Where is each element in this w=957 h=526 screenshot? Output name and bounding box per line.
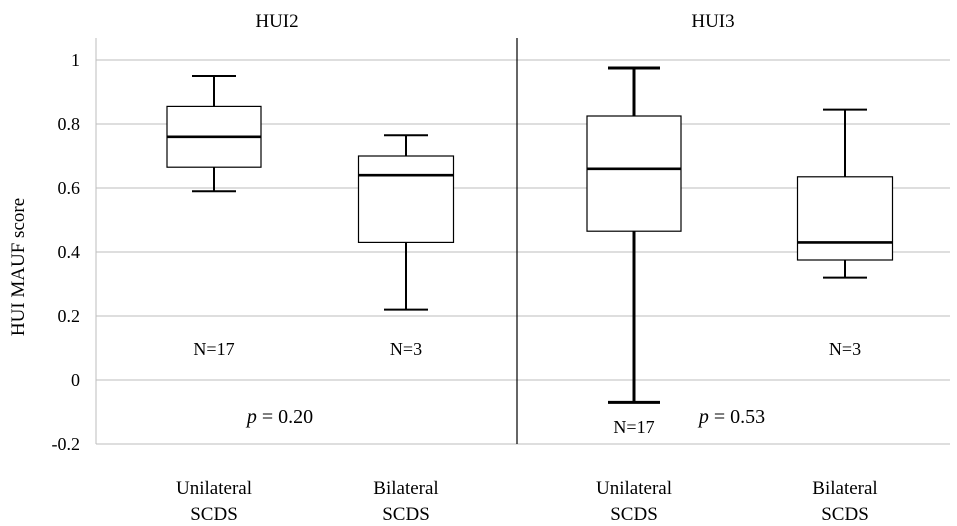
p-value: = 0.53 [709,406,765,428]
category-label: SCDS [190,504,238,525]
n-label: N=3 [390,339,422,359]
p-value-label: p = 0.20 [245,406,313,428]
y-tick-label: 0.8 [58,114,81,134]
iqr-box [357,155,455,244]
y-tick-label: 1 [71,50,80,70]
p-value: = 0.20 [257,406,313,428]
category-label: SCDS [382,504,430,525]
iqr-box [586,115,682,232]
n-label: N=17 [193,339,234,359]
y-tick-label: 0.4 [58,242,81,262]
category-label: SCDS [821,504,869,525]
p-value-label: p = 0.53 [697,406,765,428]
category-label: Unilateral [596,478,672,499]
n-label: N=17 [613,417,654,437]
y-tick-label: 0.2 [58,306,81,326]
y-tick-label: 0 [71,370,80,390]
category-label: Bilateral [812,478,877,499]
boxes [166,66,894,404]
n-label: N=3 [829,339,861,359]
y-axis-label: HUI MAUF score [8,198,29,336]
category-label: Unilateral [176,478,252,499]
y-tick-label: -0.2 [52,434,81,454]
category-label: Bilateral [373,478,438,499]
p-symbol: p [245,406,257,428]
iqr-box [796,176,894,261]
axes [95,38,518,444]
labels: -0.2 0 0.2 0.4 0.6 0.8 1 N=17 Unilateral SCDS N=3 B… [52,50,878,525]
p-symbol: p [697,406,709,428]
panel-title-hui3: HUI3 [691,11,734,32]
y-tick-label: 0.6 [58,178,81,198]
category-label: SCDS [610,504,658,525]
panel-title-hui2: HUI2 [255,11,298,32]
